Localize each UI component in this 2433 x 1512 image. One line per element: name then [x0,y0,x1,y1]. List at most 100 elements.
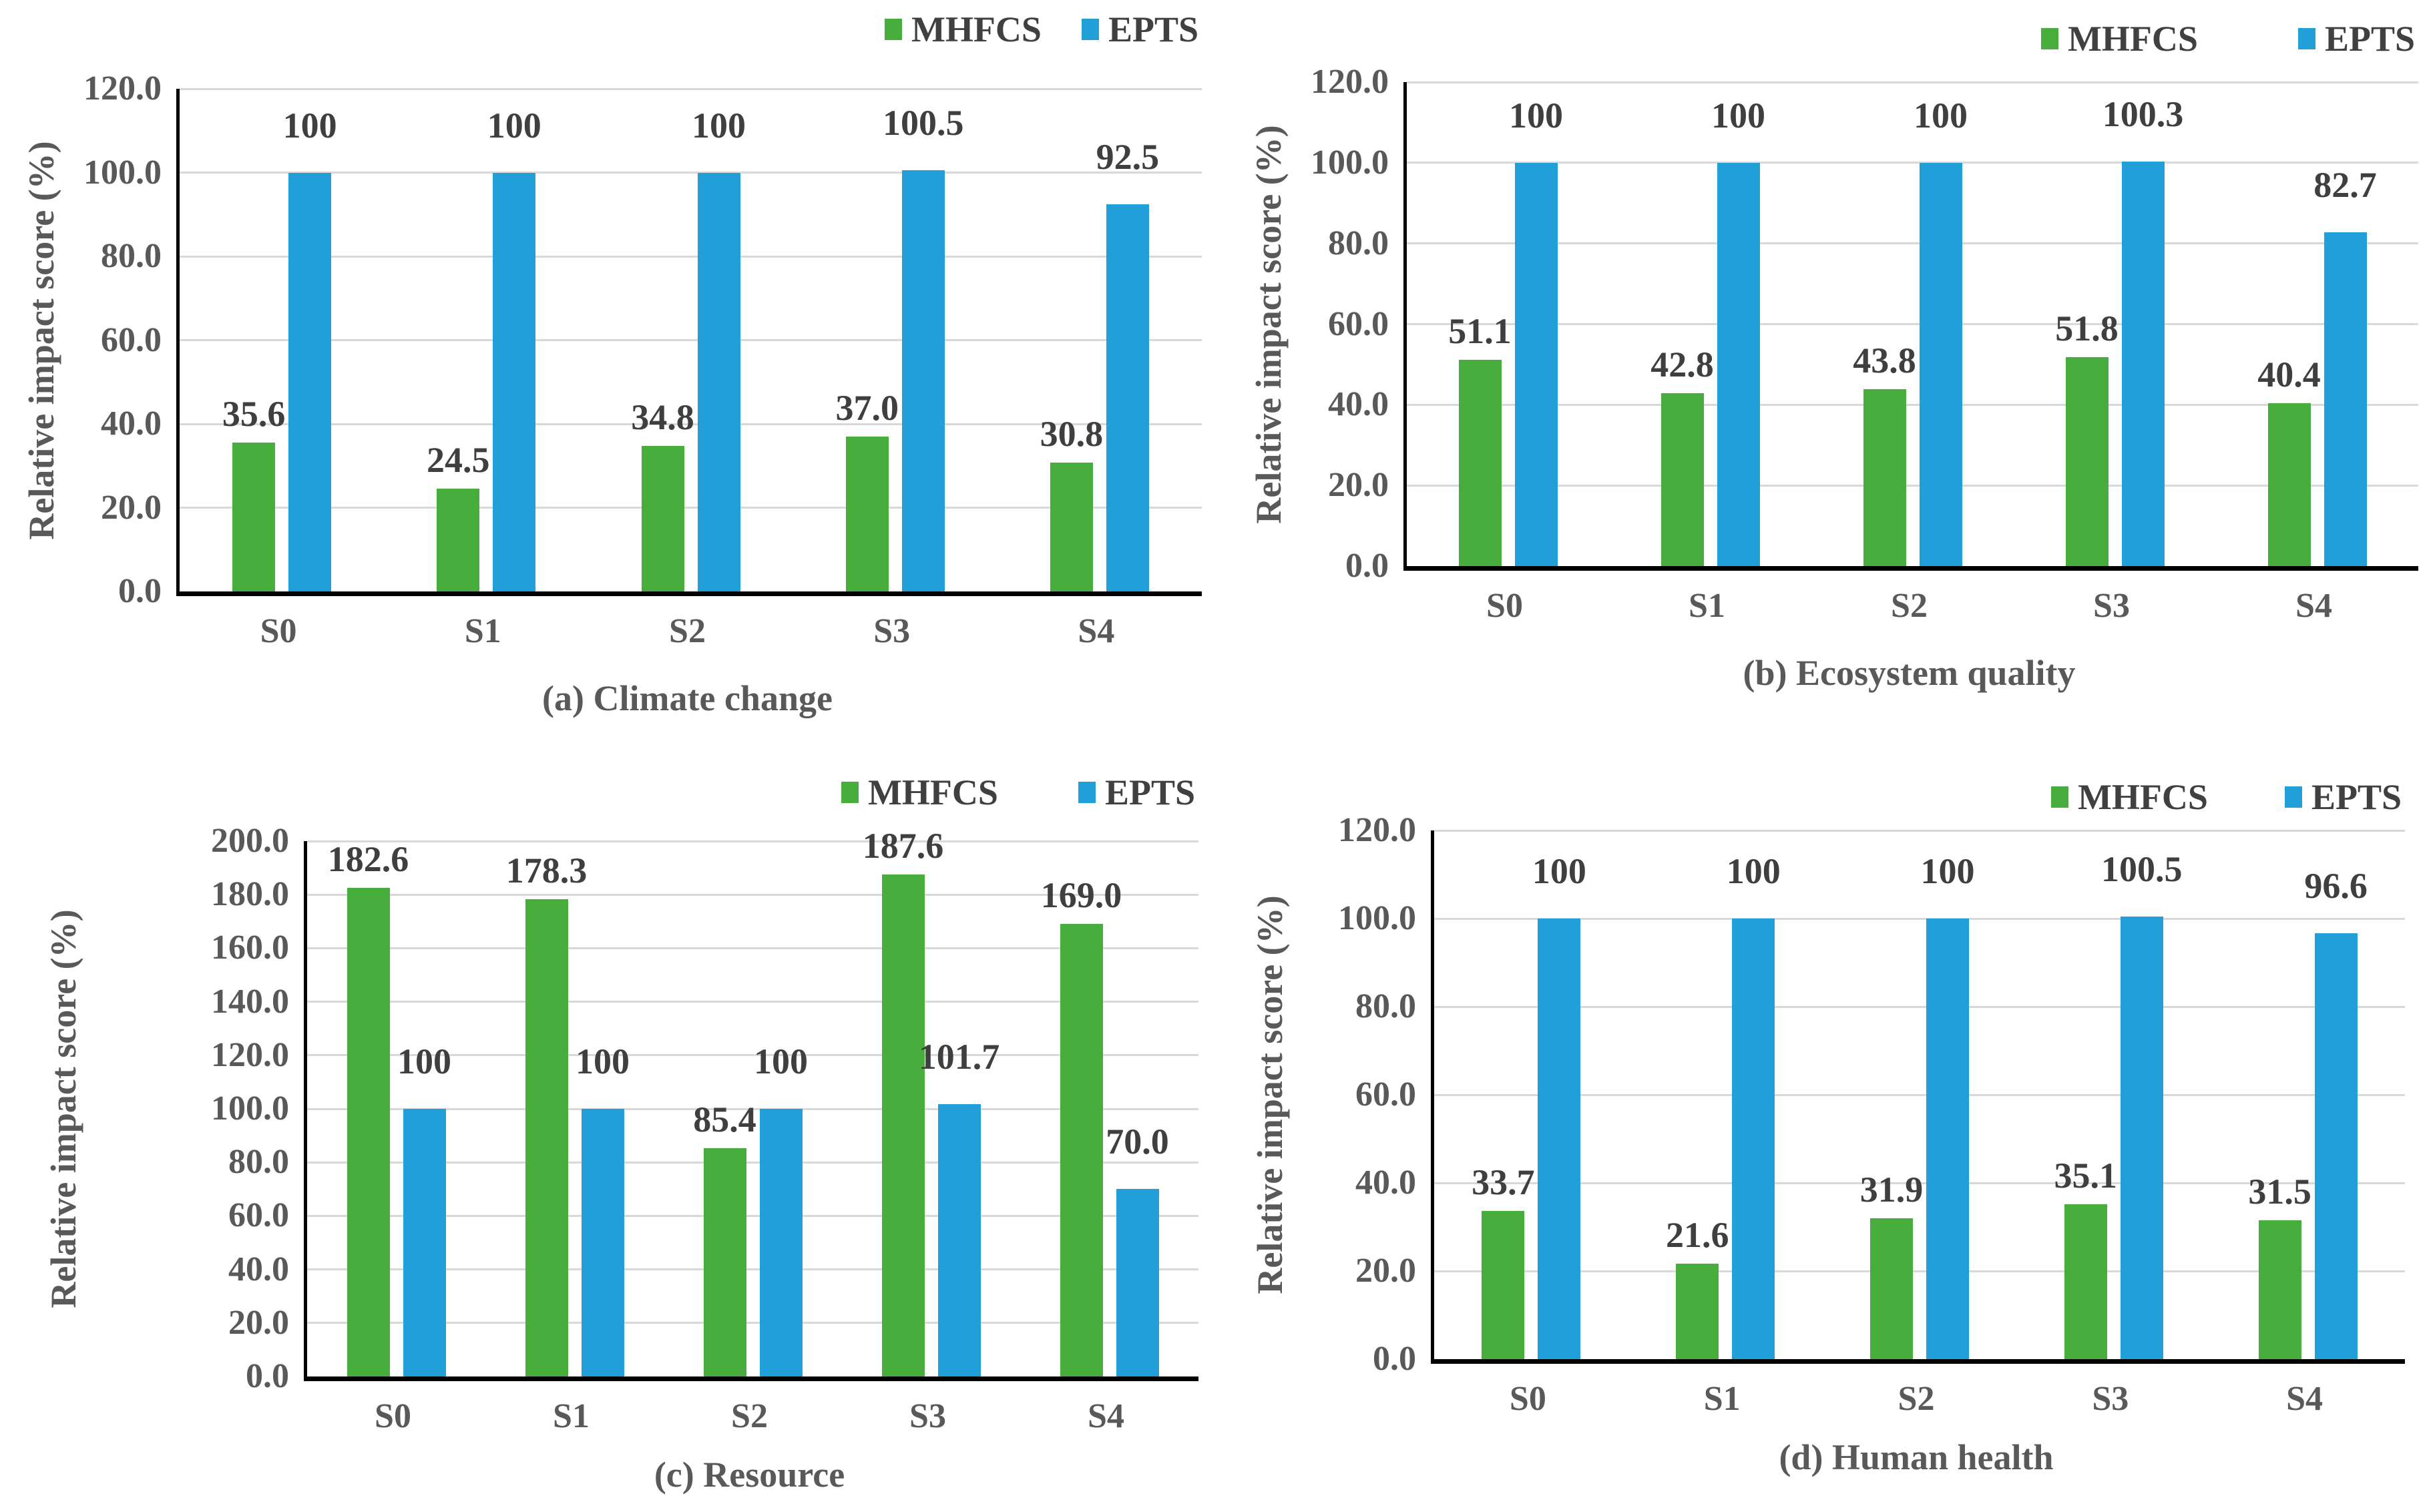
data-label: 100.5 [882,103,964,144]
epts-swatch-icon [2284,786,2302,808]
gridline [307,1161,1198,1164]
gridline [180,339,1202,341]
epts-bar-s1 [581,1109,624,1376]
legend-label-mhfcs: MHFCS [2067,19,2198,59]
gridline [1407,242,2418,245]
mhfcs-bar-s1 [525,899,568,1376]
x-category-label: S3 [873,612,911,650]
data-label: 100 [1532,851,1586,891]
data-label: 96.6 [2304,866,2368,907]
mhfcs-bar-s0 [1482,1210,1525,1359]
mhfcs-bar-s2 [641,445,684,591]
data-label: 182.6 [327,838,409,879]
data-label: 101.7 [918,1037,1000,1077]
data-label: 100 [576,1041,630,1081]
mhfcs-bar-s4 [2267,403,2311,566]
gridline [180,172,1202,174]
data-label: 82.7 [2313,165,2377,206]
data-label: 178.3 [505,850,588,891]
data-label: 35.1 [2054,1156,2118,1196]
legend-label-epts: EPTS [1108,9,1198,49]
epts-swatch-icon [1078,782,1096,803]
legend-item-mhfcs: MHFCS [2040,15,2198,63]
data-label: 37.0 [835,387,899,428]
x-category-label: S0 [1486,587,1523,625]
mhfcs-bar-s3 [881,874,925,1376]
epts-bar-s3 [901,170,945,591]
epts-bar-s3 [937,1104,981,1376]
gridline [180,255,1202,258]
data-label: 33.7 [1472,1162,1535,1202]
y-tick-label: 40.0 [1328,385,1389,424]
y-tick-label: 0.0 [246,1357,289,1395]
x-category-label: S2 [731,1397,768,1435]
y-tick-label: 120.0 [1311,63,1389,101]
x-category-label: S3 [909,1397,946,1435]
epts-bar-s0 [288,172,332,591]
data-label: 100.3 [2102,94,2184,135]
x-category-label: S3 [2093,587,2130,625]
mhfcs-bar-s4 [1050,462,1093,591]
y-tick-label: 200.0 [211,822,289,860]
y-tick-label: 180.0 [211,875,289,914]
panel-climate-change: MHFCS EPTS Relative impact score (%) 35.… [0,0,1216,756]
y-tick-label: 80.0 [1355,987,1416,1025]
gridline [1434,1005,2405,1008]
y-axis-title: Relative impact score (%) [43,909,83,1308]
legend-label-mhfcs: MHFCS [911,9,1042,49]
data-label: 100 [692,105,746,146]
gridline [1434,829,2405,832]
data-label: 92.5 [1096,136,1160,177]
data-label: 42.8 [1650,344,1714,385]
y-tick-label: 40.0 [101,405,162,443]
mhfcs-swatch-icon [2050,786,2068,808]
mhfcs-bar-s2 [703,1148,746,1376]
y-tick-label: 40.0 [228,1250,289,1288]
epts-bar-s3 [2121,162,2165,566]
y-tick-label: 60.0 [1328,304,1389,343]
gridline [180,87,1202,90]
mhfcs-bar-s3 [2064,1204,2107,1359]
epts-bar-s2 [759,1109,803,1376]
x-category-label: S0 [260,612,297,650]
legend-item-epts: EPTS [2297,15,2415,63]
mhfcs-bar-s0 [232,442,276,591]
y-tick-label: 100.0 [83,153,162,192]
epts-bar-s0 [403,1109,446,1376]
y-tick-label: 100.0 [1338,899,1416,937]
epts-bar-s1 [1732,919,1775,1359]
panel-resource: MHFCS EPTS Relative impact score (%) 182… [0,756,1216,1512]
data-label: 100.5 [2101,848,2183,889]
gridline [307,1322,1198,1324]
x-category-label: S4 [2295,587,2332,625]
x-category-label: S1 [1703,1380,1741,1418]
epts-bar-s2 [1919,162,1962,566]
gridline [307,893,1198,896]
x-category-label: S4 [2286,1380,2324,1418]
legend-item-epts: EPTS [1078,768,1195,816]
panel-ecosystem-quality: MHFCS EPTS Relative impact score (%) 51.… [1216,0,2433,756]
mhfcs-swatch-icon [2040,28,2058,49]
data-label: 40.4 [2257,354,2321,395]
x-category-label: S2 [669,612,706,650]
mhfcs-swatch-icon [884,19,902,40]
epts-bar-s3 [2120,916,2163,1359]
plot-area: 33.7 100 21.6 100 31.9 100 35.1 100.5 31.5 96.6 [1431,829,2405,1364]
gridline [307,840,1198,842]
y-tick-label: 100.0 [211,1089,289,1127]
panel-caption: (a) Climate change [542,678,833,718]
data-label: 31.9 [1859,1170,1924,1210]
x-category-label: S0 [1509,1380,1546,1418]
x-category-label: S4 [1088,1397,1124,1435]
data-label: 100 [282,105,337,146]
y-tick-label: 120.0 [1338,811,1416,849]
data-label: 21.6 [1665,1215,1729,1256]
x-category-label: S4 [1078,612,1115,650]
y-tick-label: 20.0 [1328,466,1389,505]
mhfcs-swatch-icon [841,782,859,803]
mhfcs-bar-s3 [845,436,889,591]
legend: MHFCS EPTS [841,768,1195,816]
x-category-label: S1 [553,1397,590,1435]
y-tick-label: 120.0 [211,1035,289,1074]
